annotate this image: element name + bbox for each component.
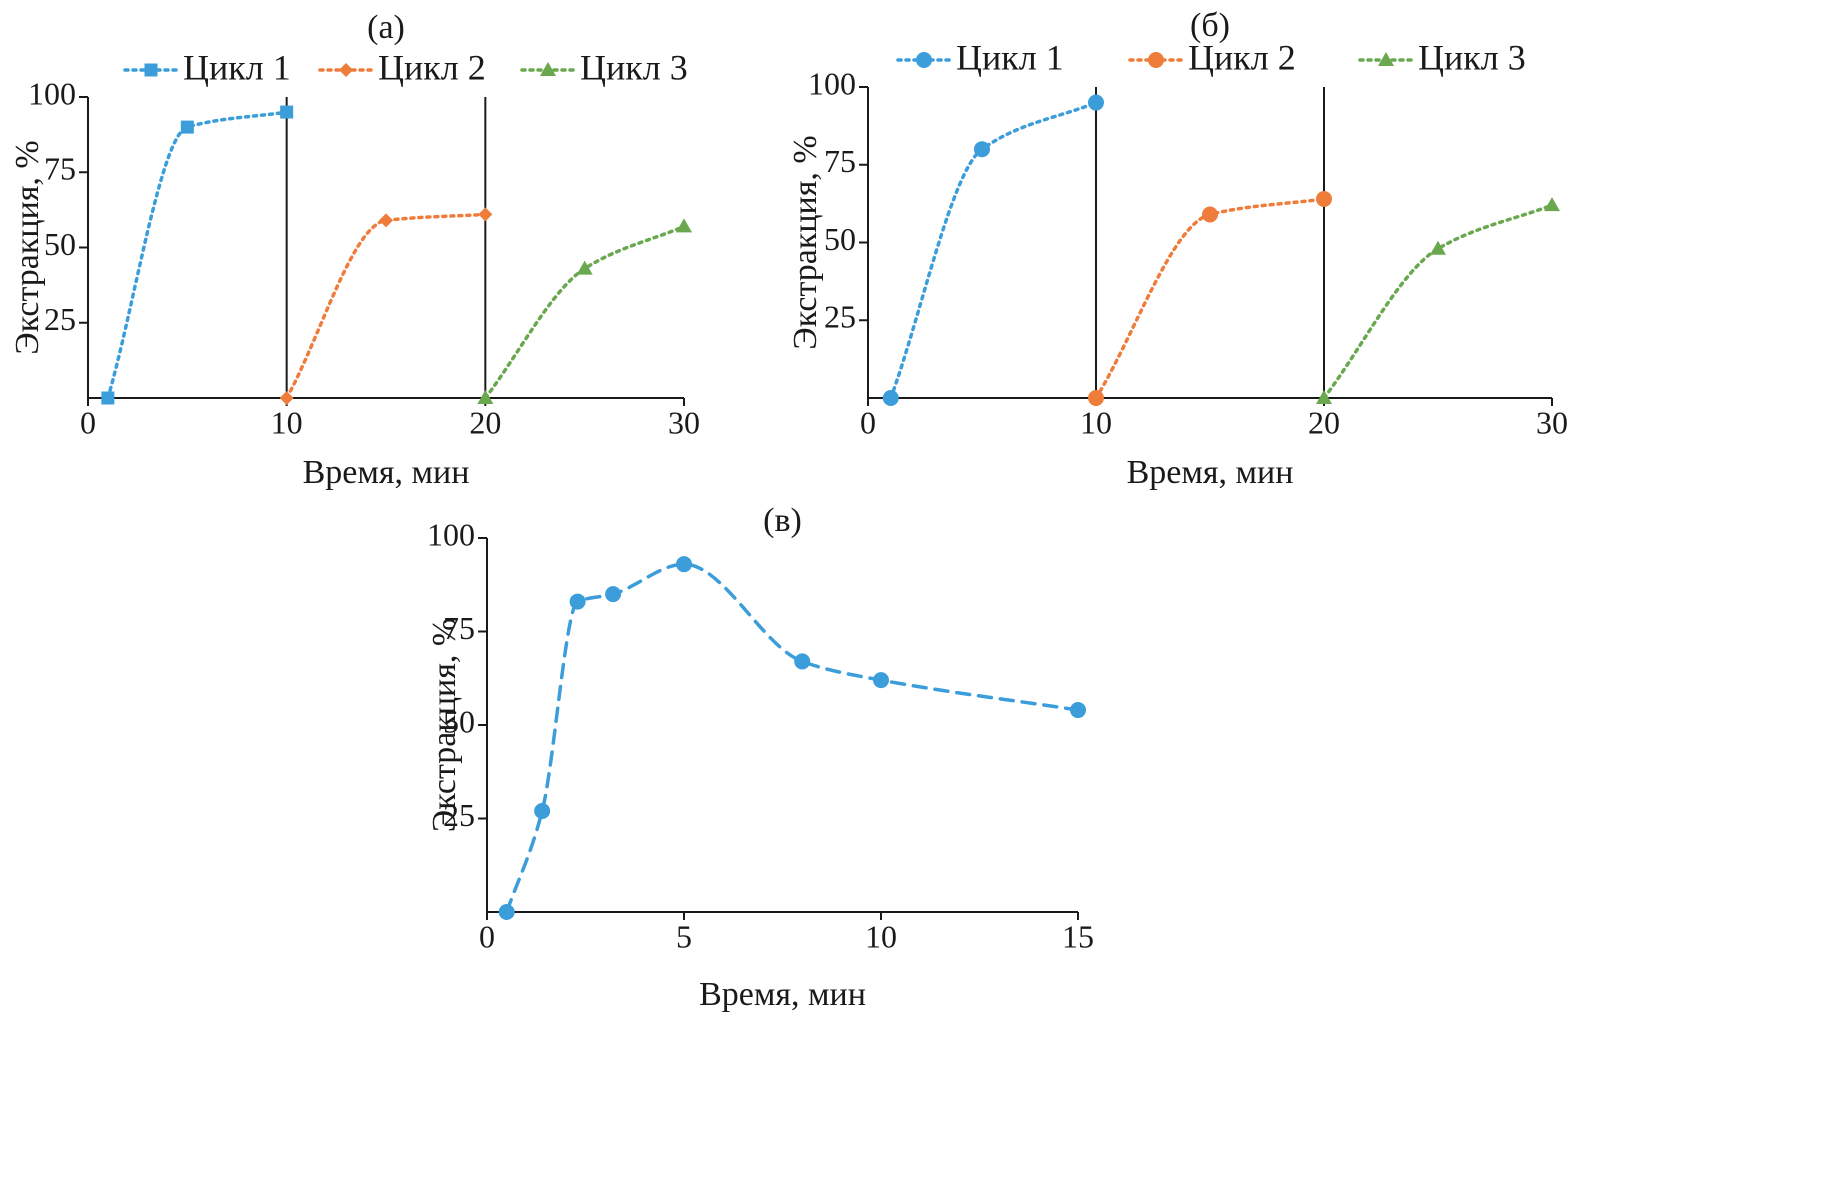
data-point xyxy=(1316,190,1332,207)
y-tick-label: 50 xyxy=(824,221,856,257)
x-tick-label: 10 xyxy=(271,404,303,440)
y-axis-label: Экстракция, % xyxy=(787,135,824,349)
x-tick-label: 30 xyxy=(668,404,700,440)
x-tick-label: 0 xyxy=(80,404,96,440)
legend-entry: Цикл 2 xyxy=(378,47,486,87)
y-tick-label: 100 xyxy=(28,75,76,111)
legend: Цикл 1 Цикл 2 Цикл 3 xyxy=(896,37,1526,77)
y-axis-label: Экстракция, % xyxy=(9,140,46,354)
series-line-3 xyxy=(1322,203,1554,400)
y-tick-label: 25 xyxy=(44,301,76,337)
x-tick-label: 30 xyxy=(1536,404,1568,440)
data-point xyxy=(873,672,889,689)
y-tick-label: 50 xyxy=(443,703,475,739)
y-tick-label: 75 xyxy=(443,610,475,646)
data-point xyxy=(1316,390,1332,404)
data-point xyxy=(576,260,593,275)
y-axis-label: Экстракция, % xyxy=(426,618,463,832)
data-point xyxy=(279,391,294,405)
legend-entry: Цикл 3 xyxy=(1418,37,1526,77)
data-point xyxy=(477,390,494,404)
data-point xyxy=(1202,206,1218,223)
data-point xyxy=(1070,702,1086,719)
x-tick-label: 20 xyxy=(1308,404,1340,440)
panel-label: (б) xyxy=(1190,7,1230,44)
data-point xyxy=(974,141,990,158)
data-point xyxy=(794,653,811,670)
x-tick-label: 15 xyxy=(1062,918,1094,954)
legend-marker xyxy=(1378,52,1394,66)
x-tick-label: 20 xyxy=(469,404,501,440)
data-point xyxy=(498,904,515,920)
x-tick-label: 0 xyxy=(860,404,876,440)
y-tick-label: 50 xyxy=(44,226,76,262)
x-tick-label: 0 xyxy=(479,918,495,954)
panel-label: (а) xyxy=(367,9,405,46)
legend-marker xyxy=(1148,52,1164,68)
legend-entry: Цикл 2 xyxy=(1188,37,1296,77)
x-axis-label: Время, мин xyxy=(1127,454,1294,491)
data-point xyxy=(280,105,294,119)
data-point xyxy=(1088,390,1104,406)
y-tick-label: 100 xyxy=(427,516,475,552)
data-point xyxy=(379,213,393,228)
chart-panel-1: (а) 25 50 75 100 0 10 20 30 Время, мин Экстракция,… xyxy=(9,9,700,491)
data-point xyxy=(676,556,692,573)
data-point xyxy=(1544,197,1560,212)
series-line-1 xyxy=(504,562,1080,914)
legend-entry: Цикл 1 xyxy=(956,37,1064,77)
series-line-1 xyxy=(106,110,289,400)
data-point xyxy=(101,391,115,405)
series-line-2 xyxy=(284,212,488,400)
data-point xyxy=(1088,94,1104,111)
data-point xyxy=(534,803,551,820)
x-tick-label: 10 xyxy=(1080,404,1112,440)
x-tick-label: 5 xyxy=(676,918,692,954)
data-point xyxy=(1430,240,1446,255)
x-axis-label: Время, мин xyxy=(303,454,470,491)
x-axis-label: Время, мин xyxy=(699,976,866,1013)
series-line-1 xyxy=(889,100,1098,400)
panel-label: (в) xyxy=(763,502,802,539)
y-tick-label: 75 xyxy=(44,151,76,187)
legend-marker xyxy=(339,63,353,77)
legend: Цикл 1 Цикл 2 Цикл 3 xyxy=(123,47,688,87)
y-tick-label: 75 xyxy=(824,143,856,179)
series-line-2 xyxy=(1094,197,1326,400)
legend-marker xyxy=(144,63,158,77)
data-point xyxy=(882,390,899,406)
y-tick-label: 100 xyxy=(808,65,856,101)
legend-entry: Цикл 3 xyxy=(580,47,688,87)
chart-panel-3: (в) 25 50 75 100 0 5 10 15 Время, мин Экстракция, … xyxy=(426,502,1094,1013)
data-point xyxy=(676,218,692,233)
y-tick-label: 25 xyxy=(824,299,856,335)
chart-panel-2: (б) 25 50 75 100 0 10 20 30 Время, мин Экстракция,… xyxy=(787,7,1568,491)
legend-marker xyxy=(540,62,556,76)
y-tick-label: 25 xyxy=(443,797,475,833)
data-point xyxy=(605,586,622,603)
data-point xyxy=(569,593,586,610)
legend-entry: Цикл 1 xyxy=(183,47,291,87)
legend-marker xyxy=(916,52,932,68)
series-line-3 xyxy=(483,224,686,400)
x-tick-label: 10 xyxy=(865,918,897,954)
data-point xyxy=(180,120,194,134)
data-point xyxy=(478,207,493,222)
